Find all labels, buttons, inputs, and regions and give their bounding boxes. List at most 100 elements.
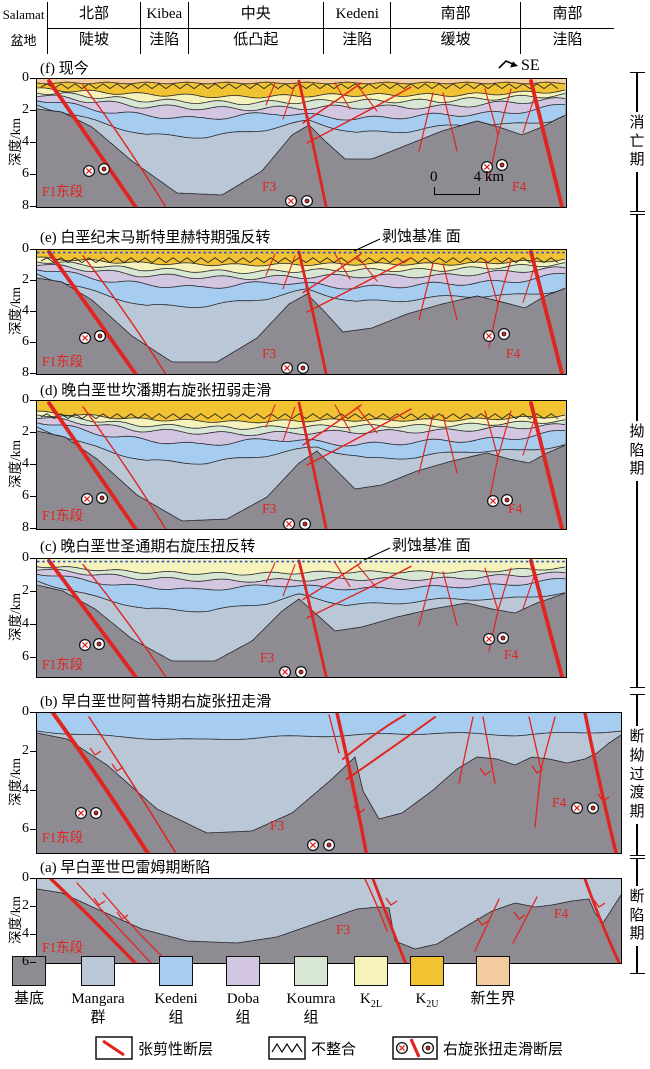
header-cell-south-gentle-slope: 南部 缓坡: [390, 2, 520, 54]
depth-axis-label: 深度/km: [8, 896, 23, 945]
period-cap: [629, 72, 645, 73]
legend-unit-label: K2U: [415, 991, 439, 1010]
axis-tick: [29, 311, 36, 313]
axis-tick-label: 0: [22, 240, 29, 256]
zone-label: 洼陷: [339, 29, 376, 53]
axis-tick: [29, 400, 36, 402]
axis-tick-label: 0: [22, 869, 29, 885]
extensional-shear-fault-icon: [95, 1036, 133, 1060]
panel-f-title: (f) 现今: [40, 61, 89, 77]
period-cap: [629, 973, 645, 974]
period-cap: [629, 855, 645, 856]
cross-section-e-drawing: [37, 250, 566, 374]
legend-unit-label: Doba 组: [226, 991, 260, 1026]
axis-tick: [29, 373, 36, 375]
cross-section-b-drawing: [37, 713, 621, 853]
period-line: [636, 859, 638, 886]
zone-label: 南部: [437, 3, 474, 27]
axis-tick-label: 6: [22, 648, 29, 664]
period-line: [636, 695, 638, 727]
axis-tick-label: 4: [22, 133, 29, 149]
axis-tick-label: 8: [22, 519, 29, 535]
se-direction-label: SE: [498, 57, 540, 75]
axis-tick-label: 6: [22, 165, 29, 181]
axis-tick-label: 6: [22, 487, 29, 503]
legend-unit-label: Koumra 组: [286, 991, 336, 1026]
fault-label-f1: F1东段: [42, 830, 84, 845]
fault-label-f4: F4: [506, 346, 521, 361]
dextral-strike-slip-fault-icon: [392, 1036, 438, 1060]
axis-tick: [29, 558, 36, 560]
axis-tick: [29, 790, 36, 792]
axis-tick: [29, 906, 36, 908]
axis-tick: [29, 496, 36, 498]
header-cell-central-low-uplift: 中央 低凸起: [187, 2, 324, 54]
axis-tick: [29, 206, 36, 208]
legend-swatch-kedeni: [159, 956, 193, 986]
se-arrow-icon: [498, 60, 518, 69]
axis-tick: [29, 249, 36, 251]
annotation-leader-line: [353, 238, 381, 252]
fault-label-f3: F3: [262, 346, 277, 361]
legend-unit-label: K2L: [360, 991, 382, 1010]
axis-tick: [29, 624, 36, 626]
fault-label-f3: F3: [336, 922, 351, 937]
fault-label-f4: F4: [504, 647, 519, 662]
legend-swatch-新生界: [476, 956, 510, 986]
cross-section-c: [36, 558, 567, 678]
axis-tick: [29, 829, 36, 831]
fault-label-f1: F1东段: [42, 508, 84, 523]
panel-d-title: (d) 晚白垩世坎潘期右旋张扭弱走滑: [40, 383, 272, 399]
axis-tick: [29, 342, 36, 344]
cross-section-e: [36, 249, 567, 375]
period-extinction: 消亡期: [624, 72, 650, 212]
header-cell-north-slope: 北部 陡坡: [47, 2, 141, 54]
scale-four-km: 4 km: [473, 169, 504, 185]
legend-swatch-mangara: [81, 956, 115, 986]
axis-tick: [29, 142, 36, 144]
axis-tick: [29, 712, 36, 714]
unconformity-icon: [268, 1036, 306, 1060]
period-rift-sag-transition: 断拗过渡期: [624, 694, 650, 856]
legend-unit-label: 新生界: [470, 991, 516, 1007]
axis-tick: [29, 432, 36, 434]
legend-symbol-dextral-transtensional-strike-slip-fault: 右旋张扭走滑断层: [392, 1036, 563, 1060]
scale-bar: 0 4 km: [430, 170, 504, 195]
axis-tick-label: 0: [22, 391, 29, 407]
fault-label-f3: F3: [262, 501, 277, 516]
fault-label-f1: F1东段: [42, 354, 84, 369]
cross-section-f: [36, 78, 567, 208]
fault-label-f4: F4: [552, 795, 567, 810]
axis-tick-label: 6: [22, 820, 29, 836]
annotation-leader-line: [363, 547, 391, 561]
scale-zero: 0: [430, 169, 438, 185]
legend-unit-label: Kedeni 组: [154, 991, 198, 1026]
period-label: 断陷期: [629, 888, 645, 943]
legend-swatch-koumra: [294, 956, 328, 986]
legend-swatch-k2l: [354, 956, 388, 986]
header-cell-kibea-sag: Kibea 洼陷: [140, 2, 188, 54]
panel-a-title: (a) 早白垩世巴雷姆期断陷: [40, 860, 211, 876]
fault-label-f1: F1东段: [42, 657, 84, 672]
se-text: SE: [521, 57, 540, 74]
zone-label: 南部: [549, 3, 586, 27]
axis-tick: [29, 878, 36, 880]
basin-name-2: 盆地: [7, 33, 40, 49]
cross-section-b: [36, 712, 622, 854]
cross-section-c-drawing: [37, 559, 566, 677]
axis-tick: [29, 110, 36, 112]
fault-label-f3: F3: [262, 179, 277, 194]
period-label: 拗陷期: [629, 423, 645, 478]
period-rift: 断陷期: [624, 858, 650, 974]
period-label: 断拗过渡期: [629, 729, 645, 821]
cross-section-d-drawing: [37, 401, 566, 529]
zone-label: 洼陷: [146, 29, 183, 53]
axis-tick-label: 4: [22, 925, 29, 941]
axis-tick-label: 2: [22, 897, 29, 913]
period-line: [636, 172, 638, 211]
period-label: 消亡期: [629, 114, 645, 169]
header-cell-kedeni-sag: Kedeni 洼陷: [323, 2, 391, 54]
erosion-datum-annotation: 剥蚀基准 面: [392, 538, 471, 554]
period-cap: [629, 214, 645, 215]
